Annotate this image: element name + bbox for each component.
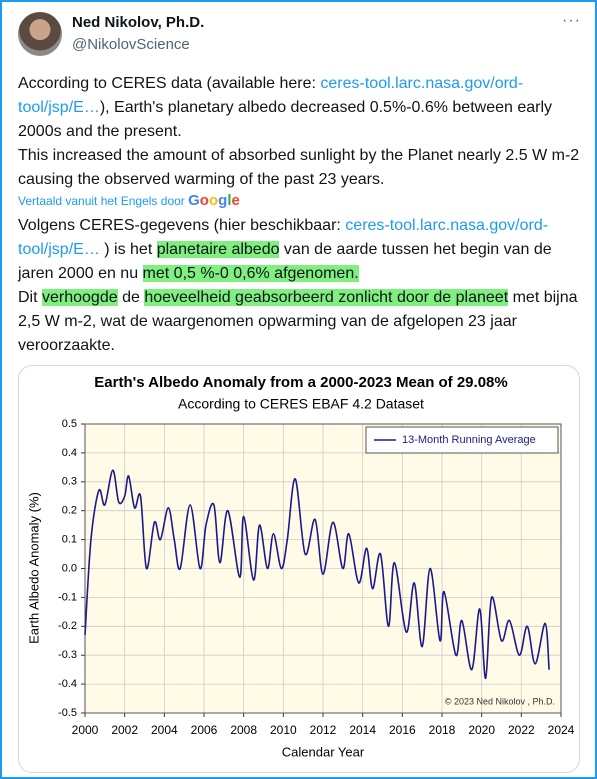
data-line bbox=[84, 469, 550, 680]
text: ), Earth's planetary albedo decreased 0.… bbox=[18, 99, 553, 140]
x-axis-label: Calendar Year bbox=[282, 744, 365, 759]
y-axis-label: Earth Albedo Anomaly (%) bbox=[26, 492, 41, 644]
y-tick-label: 0.5 bbox=[62, 418, 77, 430]
x-tick-label: 2008 bbox=[230, 723, 257, 737]
note-text: Vertaald vanuit het Engels door bbox=[18, 194, 185, 208]
x-tick-label: 2002 bbox=[111, 723, 138, 737]
author-handle[interactable]: @NikolovScience bbox=[72, 36, 190, 53]
more-menu[interactable]: ··· bbox=[562, 12, 581, 29]
x-tick-label: 2022 bbox=[508, 723, 535, 737]
x-tick-label: 2006 bbox=[191, 723, 218, 737]
y-tick-label: -0.1 bbox=[58, 591, 77, 603]
x-tick-label: 2018 bbox=[429, 723, 456, 737]
link[interactable]: ceres-tool.larc.nasa.gov/ord-tool/jsp/E… bbox=[18, 217, 549, 258]
plot-frame bbox=[84, 423, 562, 714]
chart-image[interactable]: Earth's Albedo Anomaly from a 2000-2023 … bbox=[18, 365, 580, 773]
y-tick-label: 0.2 bbox=[62, 505, 77, 517]
x-tick-label: 2016 bbox=[389, 723, 416, 737]
text: met bijna 2,5 W m-2, wat de waargenomen … bbox=[18, 289, 578, 354]
text: Volgens CERES-gegevens (hier beschikbaar… bbox=[18, 217, 346, 234]
x-tick-label: 2004 bbox=[151, 723, 178, 737]
x-tick-label: 2010 bbox=[270, 723, 297, 737]
x-tick-label: 2000 bbox=[72, 723, 99, 737]
y-tick-label: -0.3 bbox=[58, 649, 77, 661]
legend-label: 13-Month Running Average bbox=[402, 434, 536, 446]
author-name[interactable]: Ned Nikolov, Ph.D. bbox=[72, 14, 205, 31]
y-tick-label: -0.5 bbox=[58, 707, 77, 719]
chart-subtitle: According to CERES EBAF 4.2 Dataset bbox=[178, 396, 424, 412]
x-tick-label: 2012 bbox=[310, 723, 337, 737]
tweet-paragraph: This increased the amount of absorbed su… bbox=[18, 144, 580, 192]
x-tick-label: 2014 bbox=[349, 723, 376, 737]
highlighted-text: planetaire albedo bbox=[156, 241, 280, 258]
text: ) is het bbox=[99, 241, 157, 258]
text: Dit bbox=[18, 289, 42, 306]
x-tick-label: 2024 bbox=[548, 723, 575, 737]
chart: Earth's Albedo Anomaly from a 2000-2023 … bbox=[26, 374, 575, 759]
y-tick-label: -0.2 bbox=[58, 620, 77, 632]
provider: Google bbox=[188, 192, 240, 209]
avatar[interactable] bbox=[18, 12, 62, 56]
chart-title: Earth's Albedo Anomaly from a 2000-2023 … bbox=[94, 374, 507, 391]
translated-paragraph: Dit verhoogde de hoeveelheid geabsorbeer… bbox=[18, 286, 580, 358]
text: This increased the amount of absorbed su… bbox=[18, 147, 580, 188]
translated-paragraph: Volgens CERES-gegevens (hier beschikbaar… bbox=[18, 214, 580, 286]
y-tick-label: -0.4 bbox=[58, 678, 77, 690]
annotation: © 2023 Ned Nikolov , Ph.D. bbox=[445, 696, 555, 706]
text: According to CERES data (available here: bbox=[18, 75, 321, 92]
translation-note[interactable]: Vertaald vanuit het Engels door Google bbox=[18, 192, 240, 209]
x-tick-label: 2020 bbox=[468, 723, 495, 737]
highlighted-text: hoeveelheid geabsorbeerd zonlicht door d… bbox=[144, 289, 509, 306]
y-tick-label: 0.1 bbox=[62, 534, 77, 546]
y-tick-label: 0.0 bbox=[62, 562, 77, 574]
tweet-paragraph: According to CERES data (available here:… bbox=[18, 72, 580, 144]
legend-box bbox=[365, 426, 559, 454]
link[interactable]: ceres-tool.larc.nasa.gov/ord-tool/jsp/E… bbox=[18, 75, 524, 116]
highlighted-text: met 0,5 %-0 0,6% afgenomen. bbox=[142, 265, 359, 282]
text: de bbox=[117, 289, 145, 306]
y-tick-label: 0.4 bbox=[62, 447, 77, 459]
text: van de aarde tussen het begin van de jar… bbox=[18, 241, 552, 282]
highlighted-text: verhoogde bbox=[42, 289, 118, 306]
y-tick-label: 0.3 bbox=[62, 476, 77, 488]
